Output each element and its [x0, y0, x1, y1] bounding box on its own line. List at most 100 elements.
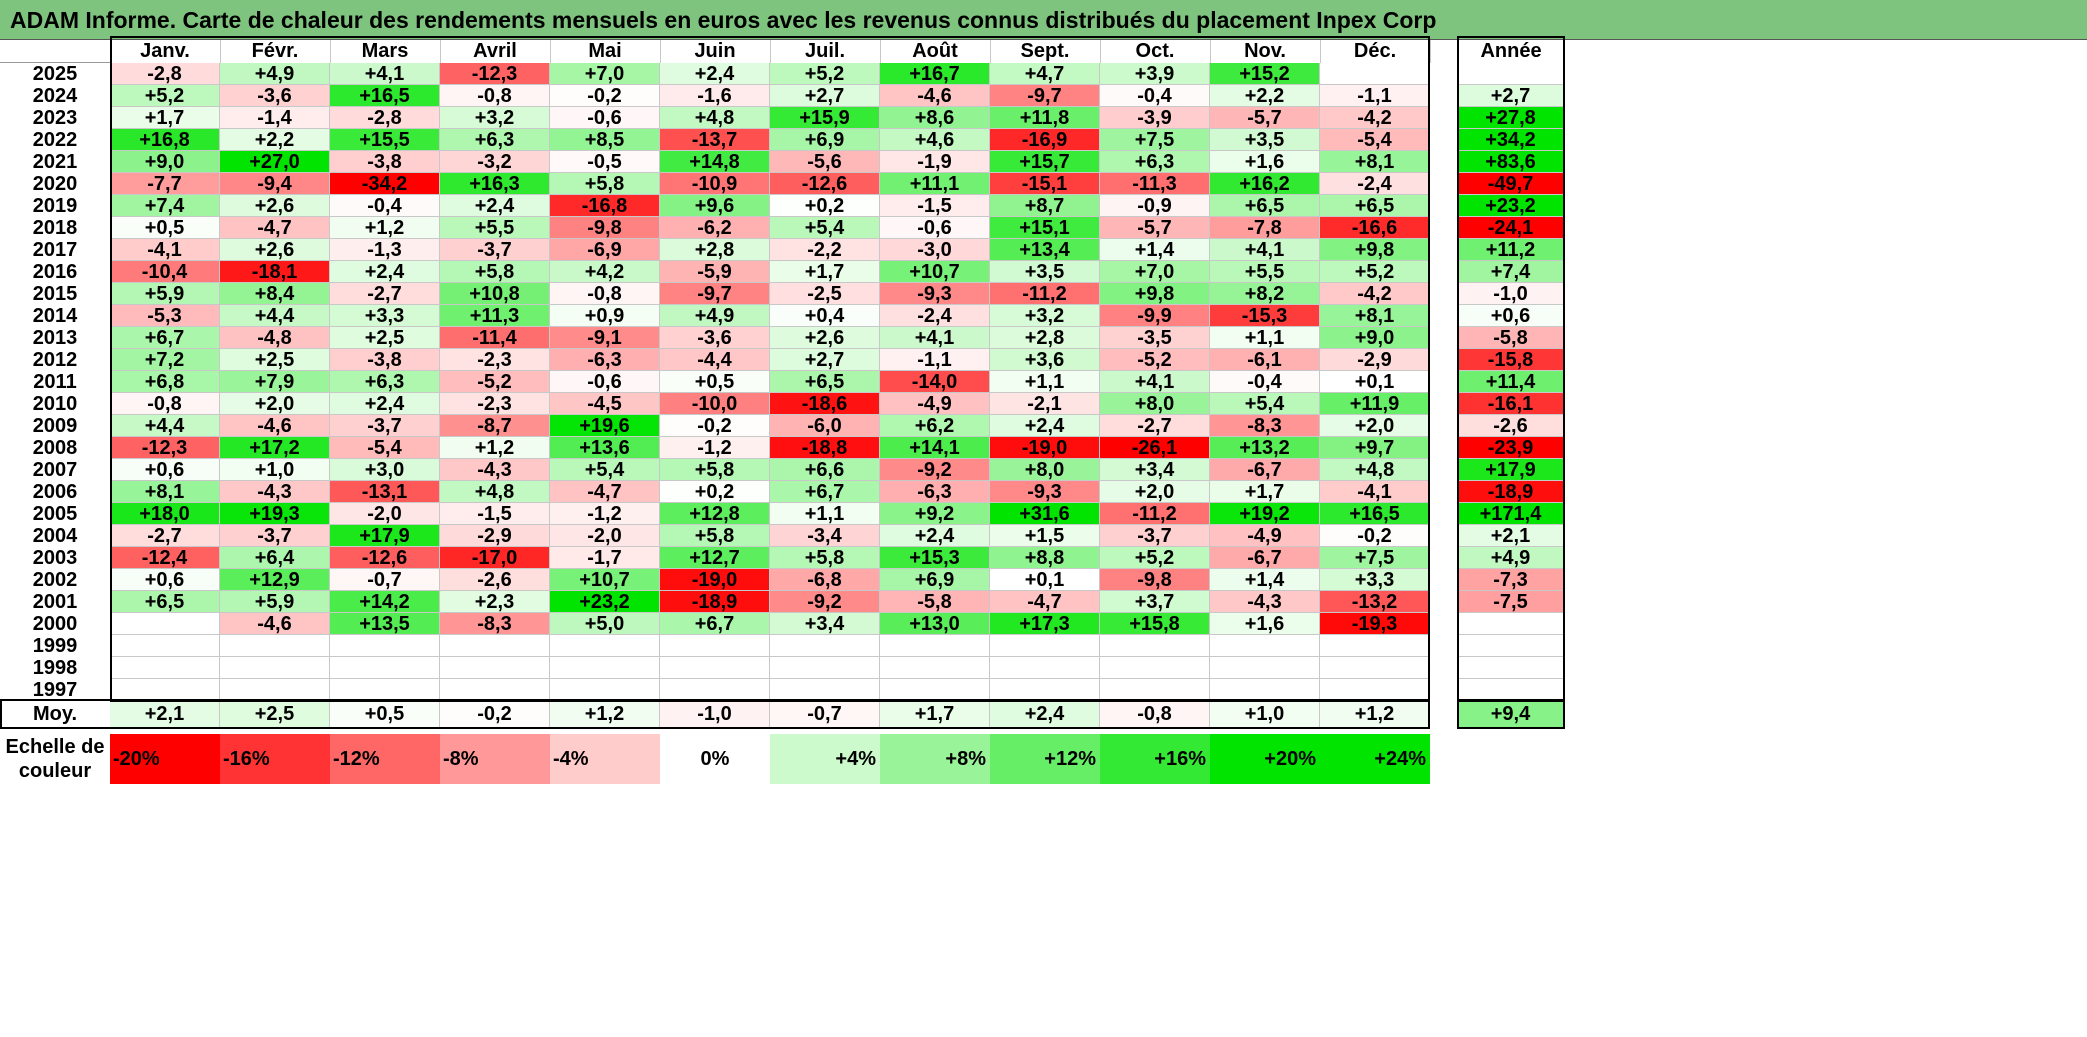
heatmap-cell: +6,5: [1320, 195, 1430, 217]
month-header: Juil.: [770, 40, 881, 63]
heatmap-cell: [660, 657, 770, 679]
average-cell: +1,7: [880, 701, 990, 727]
heatmap-cell: +0,6: [110, 459, 220, 481]
heatmap-cell: +8,1: [110, 481, 220, 503]
year-label: 2008: [32, 437, 78, 459]
heatmap-cell: +12,7: [660, 547, 770, 569]
heatmap-cell: +0,4: [770, 305, 880, 327]
heatmap-cell: +5,2: [770, 63, 880, 85]
month-header: Mars: [330, 40, 441, 63]
heatmap-cell: -0,4: [1100, 85, 1210, 107]
heatmap-cell: +5,2: [1100, 547, 1210, 569]
heatmap-cell: -2,4: [1320, 173, 1430, 195]
heatmap-cell: +4,9: [660, 305, 770, 327]
heatmap-cell: +1,6: [1210, 151, 1320, 173]
heatmap-cell: +1,1: [990, 371, 1100, 393]
heatmap-cell: +1,4: [1100, 239, 1210, 261]
heatmap-cell: +4,2: [550, 261, 660, 283]
heatmap-cell: +9,8: [1320, 239, 1430, 261]
heatmap-cell: -10,4: [110, 261, 220, 283]
heatmap-cell: +5,5: [1210, 261, 1320, 283]
heatmap-cell: +8,2: [1210, 283, 1320, 305]
heatmap-cell: -6,9: [550, 239, 660, 261]
year-label: 1997: [32, 679, 78, 701]
annual-cell: +23,2: [1457, 195, 1565, 217]
heatmap-cell: -0,4: [1210, 371, 1320, 393]
heatmap-cell: -6,2: [660, 217, 770, 239]
heatmap-cell: -5,4: [1320, 129, 1430, 151]
heatmap-cell: -9,2: [770, 591, 880, 613]
heatmap-cell: +19,2: [1210, 503, 1320, 525]
heatmap-cell: [880, 657, 990, 679]
heatmap-cell: -3,5: [1100, 327, 1210, 349]
year-label: 2011: [33, 371, 77, 393]
annual-cell: [1457, 679, 1565, 701]
annual-cell: +2,7: [1457, 85, 1565, 107]
heatmap-cell: +7,5: [1320, 547, 1430, 569]
annual-cell: [1457, 613, 1565, 635]
heatmap-cell: -4,3: [440, 459, 550, 481]
heatmap-cell: +16,7: [880, 63, 990, 85]
heatmap-cell: -11,2: [990, 283, 1100, 305]
heatmap-cell: [550, 679, 660, 701]
heatmap-cell: -12,6: [770, 173, 880, 195]
heatmap-cell: -11,2: [1100, 503, 1210, 525]
heatmap-cell: -18,8: [770, 437, 880, 459]
annual-cell: -7,5: [1457, 591, 1565, 613]
heatmap-cell: -4,1: [1320, 481, 1430, 503]
heatmap-cell: +7,0: [550, 63, 660, 85]
average-cell: -1,0: [660, 701, 770, 727]
heatmap-cell: +12,9: [220, 569, 330, 591]
heatmap-cell: +27,0: [220, 151, 330, 173]
heatmap-cell: +2,6: [220, 239, 330, 261]
heatmap-cell: -3,0: [880, 239, 990, 261]
year-label: 2009: [32, 415, 78, 437]
heatmap-cell: +11,1: [880, 173, 990, 195]
heatmap-cell: [220, 635, 330, 657]
year-label: 2018: [32, 217, 78, 239]
heatmap-cell: -1,1: [880, 349, 990, 371]
heatmap-cell: +0,2: [770, 195, 880, 217]
heatmap-cell: -26,1: [1100, 437, 1210, 459]
heatmap-cell: -2,7: [110, 525, 220, 547]
legend-swatch: +16%: [1100, 734, 1210, 784]
heatmap-cell: -15,1: [990, 173, 1100, 195]
heatmap-cell: -5,6: [770, 151, 880, 173]
heatmap-cell: -2,8: [110, 63, 220, 85]
heatmap-cell: -4,6: [220, 613, 330, 635]
heatmap-cell: +13,4: [990, 239, 1100, 261]
heatmap-cell: [110, 657, 220, 679]
heatmap-cell: +13,5: [330, 613, 440, 635]
heatmap-cell: -16,9: [990, 129, 1100, 151]
heatmap-cell: -0,8: [550, 283, 660, 305]
average-cell: -0,2: [440, 701, 550, 727]
annual-cell: -24,1: [1457, 217, 1565, 239]
heatmap-cell: +4,1: [330, 63, 440, 85]
year-label: 2012: [32, 349, 78, 371]
heatmap-cell: +11,9: [1320, 393, 1430, 415]
heatmap-cell: -18,9: [660, 591, 770, 613]
heatmap-cell: -0,2: [550, 85, 660, 107]
heatmap-cell: +15,2: [1210, 63, 1320, 85]
year-label: 2021: [32, 151, 78, 173]
heatmap-cell: -9,1: [550, 327, 660, 349]
heatmap-cell: -9,3: [990, 481, 1100, 503]
heatmap-cell: -3,8: [330, 151, 440, 173]
average-cell: +1,2: [550, 701, 660, 727]
heatmap-cell: +3,5: [990, 261, 1100, 283]
heatmap-cell: +9,6: [660, 195, 770, 217]
heatmap-cell: -2,8: [330, 107, 440, 129]
year-label: 2000: [32, 613, 78, 635]
heatmap-cell: +9,0: [110, 151, 220, 173]
average-cell: -0,7: [770, 701, 880, 727]
heatmap-cell: -1,1: [1320, 85, 1430, 107]
heatmap-cell: +2,6: [770, 327, 880, 349]
heatmap-cell: [770, 635, 880, 657]
heatmap-cell: +2,5: [220, 349, 330, 371]
year-label: 2024: [32, 85, 78, 107]
heatmap-cell: +7,2: [110, 349, 220, 371]
heatmap-cell: -1,4: [220, 107, 330, 129]
heatmap-cell: +6,5: [110, 591, 220, 613]
annual-cell: -15,8: [1457, 349, 1565, 371]
heatmap-cell: +6,5: [770, 371, 880, 393]
